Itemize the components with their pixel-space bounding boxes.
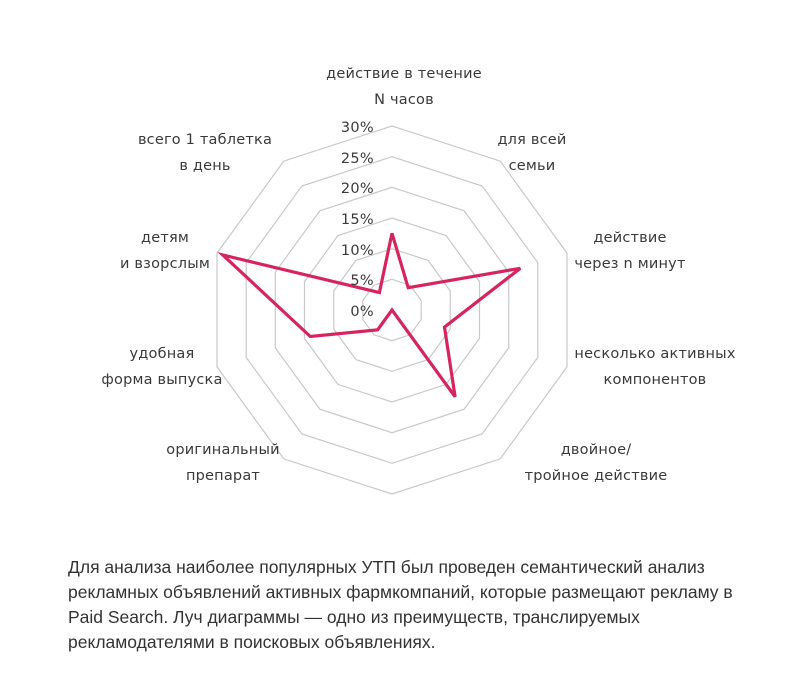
axis-label: удобная форма выпуска bbox=[101, 346, 223, 388]
axis-label: действие через n минут bbox=[574, 230, 686, 272]
tick-label: 30% bbox=[340, 120, 374, 136]
radar-plot bbox=[216, 125, 568, 495]
axis-label: детям и взорслым bbox=[120, 230, 210, 272]
tick-label: 5% bbox=[350, 273, 374, 290]
axis-label: для всей семьи bbox=[497, 132, 567, 174]
tick-label: 0% bbox=[350, 304, 374, 320]
axis-label: оригинальный препарат bbox=[166, 442, 280, 484]
chart-caption: Для анализа наиболее популярных УТП был … bbox=[68, 556, 733, 652]
grid-ring bbox=[362, 278, 422, 342]
tick-label: 20% bbox=[340, 181, 374, 198]
tick-label: 15% bbox=[340, 212, 374, 228]
axis-label: двойное/тройное действие bbox=[524, 442, 668, 484]
data-series-line bbox=[217, 232, 522, 398]
tick-label: 25% bbox=[340, 150, 374, 167]
axis-label: всего 1 таблетка в день bbox=[137, 132, 273, 174]
axis-label: действие в течение N часов bbox=[326, 66, 482, 108]
axis-label: несколько активных компонентов bbox=[574, 346, 736, 388]
radar-chart bbox=[216, 125, 568, 495]
grid-ring bbox=[303, 217, 481, 403]
grid-ring bbox=[274, 186, 510, 434]
grid-ring bbox=[216, 125, 568, 495]
grid-ring bbox=[245, 156, 539, 464]
tick-label: 10% bbox=[340, 242, 374, 259]
